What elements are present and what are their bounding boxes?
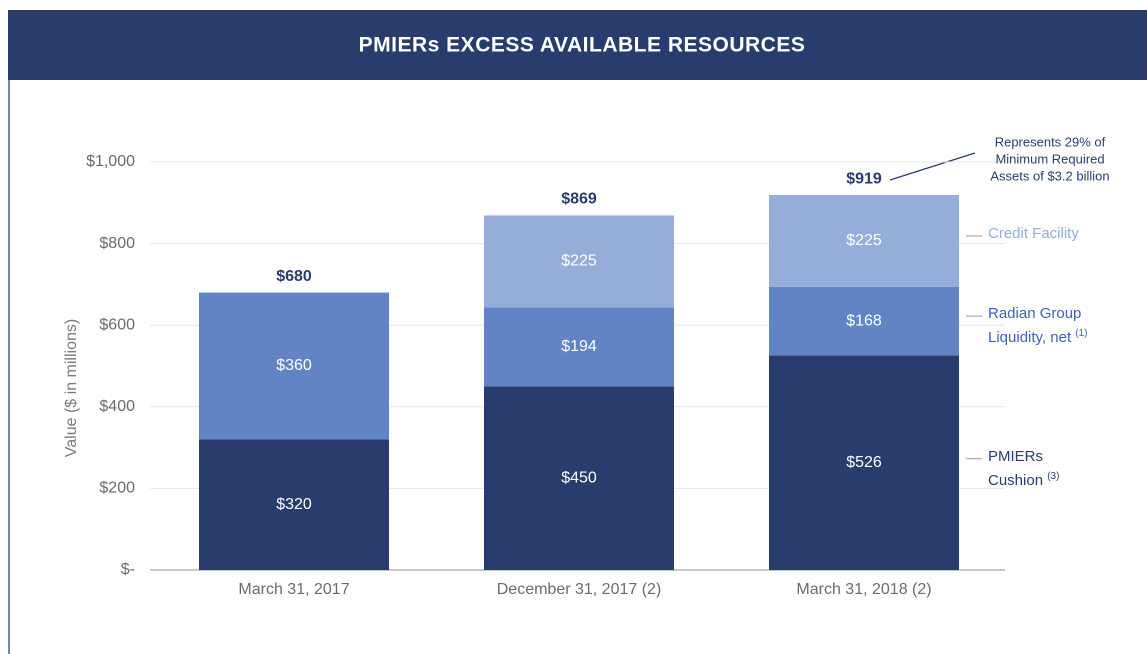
y-tick-label: $800 [99,235,135,252]
y-tick-label: $1,000 [86,153,135,170]
annotation: Assets of $3.2 billion [990,168,1109,183]
bar-segment [484,386,674,570]
legend-name: PMIERs Cushion [988,447,1044,489]
legend-entry: Radian Group Liquidity, net (1) [988,304,1088,348]
value-label: $360 [276,357,312,374]
annotation: Minimum Required [995,151,1104,166]
annotation-connector [889,152,976,181]
value-label: $526 [846,454,882,471]
bar-segment [484,215,674,308]
bar-segment [769,195,959,287]
legend-note: (1) [1075,328,1088,340]
total-label: $680 [276,268,312,285]
value-label: $225 [846,232,882,249]
y-axis-title: Value ($ in millions) [63,319,80,457]
header-band [8,10,1147,80]
legend-label: Credit Facility [988,224,1088,244]
value-label: $225 [561,253,597,270]
y-tick-label: $400 [99,398,135,415]
chart-title: PMIERs EXCESS AVAILABLE RESOURCES [359,34,806,57]
total-label: $869 [561,191,597,208]
bar-segment [769,355,959,570]
x-tick-label: December 31, 2017 (2) [497,581,662,598]
x-tick-label: March 31, 2018 (2) [796,581,931,598]
value-label: $168 [846,312,882,329]
legend-entry: Credit Facility [988,224,1088,244]
value-label: $320 [276,496,312,513]
y-tick-label: $600 [99,316,135,333]
bar-segment [199,292,389,440]
y-tick-label: $200 [99,480,135,497]
bar-segment [199,439,389,570]
annotation: Represents 29% of [995,134,1106,149]
value-label: $450 [561,469,597,486]
y-tick-label: $- [121,561,135,578]
x-tick-label: March 31, 2017 [238,581,349,598]
legend-label: Radian Group Liquidity, net (1) [988,304,1088,348]
bar-segment [769,286,959,356]
legend-note: (3) [1047,470,1060,482]
legend-name: Radian Group Liquidity, net [988,305,1082,347]
legend-entry: PMIERs Cushion (3) [988,447,1088,491]
bar-segment [484,307,674,387]
value-label: $194 [561,338,597,355]
legend-name: Credit Facility [988,224,1079,242]
total-label: $919 [846,170,882,187]
legend-label: PMIERs Cushion (3) [988,447,1088,491]
